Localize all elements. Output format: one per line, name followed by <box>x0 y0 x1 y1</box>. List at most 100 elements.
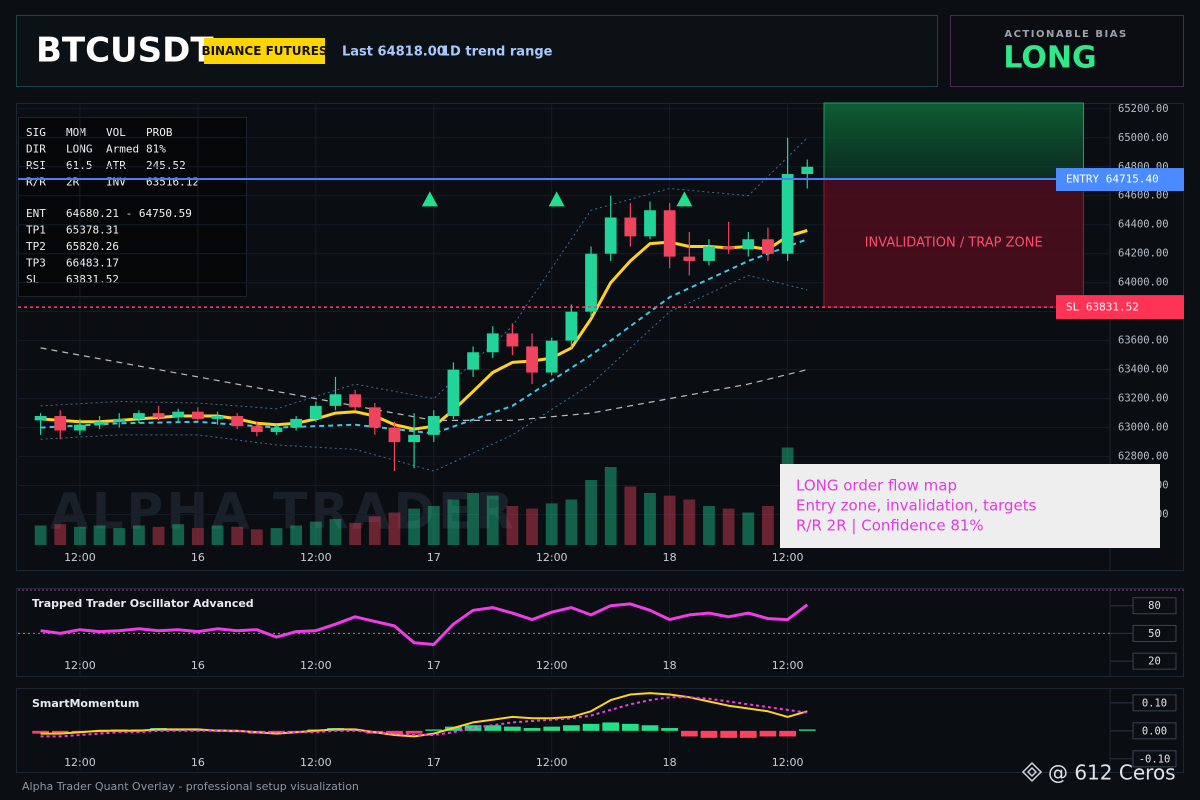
stats-cell: DIR <box>26 143 46 156</box>
momentum-bar <box>543 726 561 731</box>
y-tick-box <box>1132 597 1177 615</box>
x-tick-label: 18 <box>663 659 677 672</box>
y-tick-label: 80 <box>1148 600 1161 612</box>
volume-bar <box>74 526 86 545</box>
y-tick-box <box>1132 694 1177 712</box>
volume-bar <box>703 506 715 545</box>
stats-cell: INV <box>106 176 126 189</box>
volume-bar <box>486 495 499 545</box>
volume-bar <box>191 528 204 545</box>
volume-bar <box>329 519 342 545</box>
candle-body <box>624 217 637 237</box>
level-cell: 63831.52 <box>66 273 119 286</box>
momentum-bar <box>504 726 521 731</box>
candle-body <box>290 418 303 428</box>
candle-body <box>54 416 67 431</box>
volume-bar <box>604 467 617 545</box>
level-cell: TP2 <box>26 240 46 253</box>
watermark: ALPHA TRADER <box>50 483 517 541</box>
candle-body <box>368 407 381 428</box>
annotation-line: R/R 2R | Confidence 81% <box>796 517 984 535</box>
volume-bar <box>644 493 656 545</box>
x-tick-label: 12:00 <box>300 551 332 564</box>
volume-bar <box>762 506 774 545</box>
y-tick-label: 63000.00 <box>1118 422 1169 434</box>
stats-cell: PROB <box>146 126 173 139</box>
volume-bar <box>506 506 519 545</box>
candle-body <box>113 418 126 422</box>
series-line <box>40 602 809 646</box>
level-cell: ENT <box>26 207 46 220</box>
trap-zone <box>823 178 1084 308</box>
stats-cell: LONG <box>66 143 93 156</box>
y-tick-label: 63400.00 <box>1118 364 1169 376</box>
volume-bar <box>722 508 735 545</box>
stats-cell: ATR <box>106 159 126 172</box>
y-tick-label: 64000.00 <box>1118 277 1169 289</box>
volume-bar <box>152 526 165 545</box>
candle-body <box>703 246 715 261</box>
signal-marker <box>421 191 438 207</box>
volume-bar <box>368 516 381 545</box>
momentum-bar <box>779 730 796 737</box>
candle-body <box>172 411 185 418</box>
x-tick-label: 16 <box>191 551 205 564</box>
volume-bar <box>172 524 185 545</box>
level-cell: 66483.17 <box>66 257 119 270</box>
annotation-box <box>780 464 1160 548</box>
volume-bar <box>93 525 106 545</box>
series-line <box>40 238 808 435</box>
annotation-line: Entry zone, invalidation, targets <box>796 497 1037 515</box>
x-tick-label: 18 <box>663 551 677 564</box>
candle-body <box>604 217 617 254</box>
candle-body <box>211 416 224 419</box>
candle-body <box>683 256 696 261</box>
candle-body <box>781 174 794 254</box>
candle-body <box>722 246 735 250</box>
signal-marker <box>548 191 565 207</box>
momentum-bar <box>798 729 816 731</box>
volume-bar <box>309 521 322 545</box>
x-tick-label: 18 <box>663 756 677 769</box>
bias-box <box>950 15 1184 87</box>
level-cell: 65378.31 <box>66 224 119 237</box>
candle-body <box>801 166 814 175</box>
stats-cell: 63516.12 <box>146 176 199 189</box>
volume-bar <box>54 524 67 545</box>
stats-cell: VOL <box>106 126 126 139</box>
volume-bar <box>585 480 597 545</box>
volume-bar <box>211 525 224 545</box>
y-tick-label: -0.10 <box>1139 753 1171 765</box>
sl-label: SL 63831.52 <box>1066 301 1139 314</box>
x-tick-label: 12:00 <box>300 756 332 769</box>
candle-body <box>152 413 165 418</box>
candle-body <box>408 434 421 443</box>
y-tick-label: 64200.00 <box>1118 248 1169 260</box>
x-tick-label: 17 <box>427 659 441 672</box>
volume-bar <box>683 499 696 545</box>
candle-body <box>585 253 597 312</box>
series-line <box>40 275 808 472</box>
y-tick-label: 20 <box>1148 656 1161 668</box>
y-tick-label: 65000.00 <box>1118 132 1169 144</box>
level-cell: TP3 <box>26 257 46 270</box>
candle-body <box>644 210 656 237</box>
level-cell: 65820.26 <box>66 240 119 253</box>
candle-body <box>486 333 499 353</box>
momentum-bar <box>582 723 600 731</box>
y-tick-box <box>1132 722 1177 740</box>
volume-bar <box>250 529 263 545</box>
volume-bar <box>113 528 126 545</box>
momentum-bar <box>51 730 69 734</box>
series-line <box>40 229 808 431</box>
last-price: Last 64818.00 <box>342 45 446 60</box>
momentum-bar <box>563 725 580 731</box>
candle-body <box>34 416 47 421</box>
x-tick-label: 16 <box>191 756 205 769</box>
panel-title: Trapped Trader Oscillator Advanced <box>32 597 254 610</box>
momentum-bar <box>739 730 757 738</box>
stats-cell: MOM <box>66 126 86 139</box>
charts: SIG MOM VOL PROB DIR LONG Armed 81% RSI 61.5 ATR 24… <box>18 102 1184 772</box>
y-tick-label: 63200.00 <box>1118 393 1169 405</box>
